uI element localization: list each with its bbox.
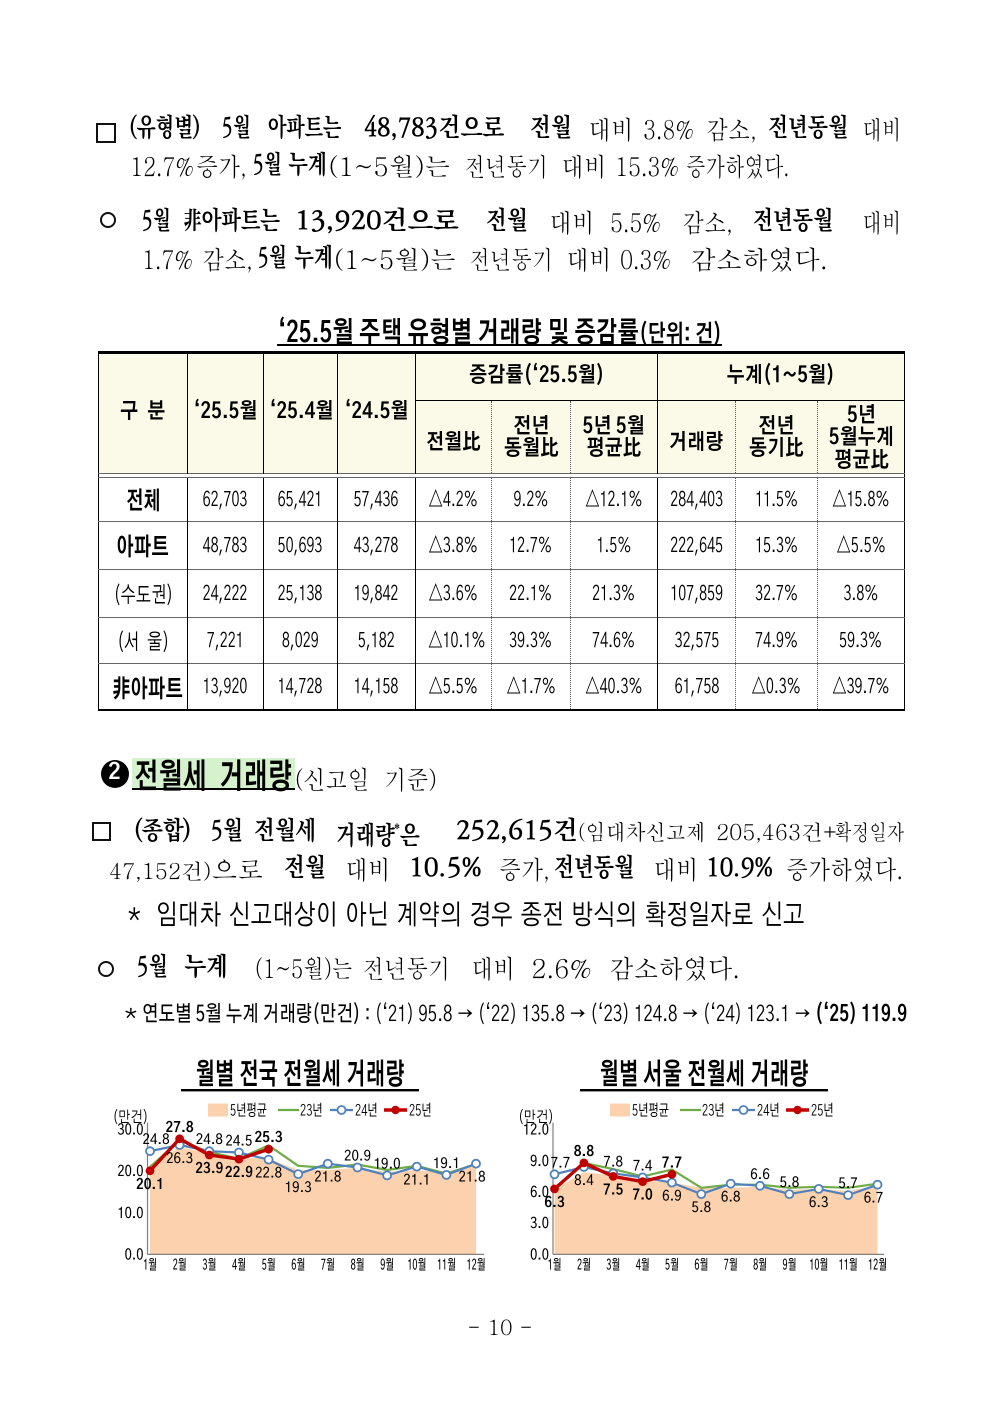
svg-text:4월: 4월 <box>636 1257 650 1273</box>
svg-text:9월: 9월 <box>782 1257 796 1273</box>
svg-text:12월: 12월 <box>868 1257 887 1273</box>
svg-text:0.0: 0.0 <box>530 1248 549 1263</box>
svg-text:9월: 9월 <box>380 1257 394 1273</box>
svg-text:5.7: 5.7 <box>838 1177 858 1191</box>
svg-text:22.9: 22.9 <box>225 1166 253 1180</box>
svg-text:11월: 11월 <box>839 1257 858 1273</box>
svg-text:27.8: 27.8 <box>166 1120 194 1134</box>
svg-text:20.1: 20.1 <box>136 1177 164 1191</box>
svg-text:8.8: 8.8 <box>574 1145 594 1159</box>
svg-text:3.0: 3.0 <box>530 1216 549 1231</box>
svg-text:7월: 7월 <box>321 1257 335 1273</box>
svg-text:7.4: 7.4 <box>633 1159 653 1173</box>
svg-text:25년: 25년 <box>811 1102 834 1119</box>
svg-text:12월: 12월 <box>467 1257 486 1273</box>
svg-text:6월: 6월 <box>291 1257 305 1273</box>
svg-text:(만건): (만건) <box>113 1109 149 1125</box>
svg-text:30.0: 30.0 <box>117 1123 143 1138</box>
svg-text:월별 서울 전월세 거래량: 월별 서울 전월세 거래량 <box>599 1059 808 1091</box>
svg-text:7.5: 7.5 <box>603 1183 623 1197</box>
svg-text:9.0: 9.0 <box>530 1154 549 1169</box>
svg-text:24.8: 24.8 <box>196 1133 223 1147</box>
svg-text:4월: 4월 <box>232 1257 246 1273</box>
svg-text:24년: 24년 <box>757 1102 780 1119</box>
svg-text:5.8: 5.8 <box>780 1176 800 1190</box>
svg-text:5년평균: 5년평균 <box>230 1102 267 1119</box>
svg-text:6.9: 6.9 <box>662 1189 682 1203</box>
svg-text:7.0: 7.0 <box>632 1188 652 1202</box>
svg-text:21.8: 21.8 <box>458 1170 485 1184</box>
svg-text:7월: 7월 <box>724 1257 738 1273</box>
svg-text:3월: 3월 <box>202 1257 216 1273</box>
svg-text:3월: 3월 <box>606 1257 620 1273</box>
svg-text:19.3: 19.3 <box>285 1181 312 1195</box>
svg-text:1월: 1월 <box>143 1257 157 1273</box>
svg-text:5년평균: 5년평균 <box>632 1102 669 1119</box>
svg-text:6.3: 6.3 <box>544 1196 564 1210</box>
svg-text:19.1: 19.1 <box>433 1157 460 1171</box>
svg-text:24.5: 24.5 <box>225 1134 252 1148</box>
svg-text:8.4: 8.4 <box>574 1174 594 1188</box>
svg-text:6.7: 6.7 <box>864 1191 884 1205</box>
svg-text:24년: 24년 <box>355 1102 378 1119</box>
svg-text:10월: 10월 <box>809 1257 828 1273</box>
svg-text:7.7: 7.7 <box>662 1156 682 1170</box>
svg-text:6.8: 6.8 <box>721 1190 741 1204</box>
svg-text:10월: 10월 <box>407 1257 426 1273</box>
svg-text:21.1: 21.1 <box>403 1173 430 1187</box>
svg-text:25.3: 25.3 <box>255 1131 283 1145</box>
svg-text:2월: 2월 <box>173 1257 187 1273</box>
svg-text:6월: 6월 <box>694 1257 708 1273</box>
svg-text:5월: 5월 <box>262 1257 276 1273</box>
svg-text:19.0: 19.0 <box>374 1157 401 1171</box>
svg-text:26.3: 26.3 <box>166 1152 193 1166</box>
svg-text:24.8: 24.8 <box>142 1133 169 1147</box>
svg-text:8월: 8월 <box>753 1257 767 1273</box>
svg-text:월별 전국 전월세 거래량: 월별 전국 전월세 거래량 <box>195 1059 404 1091</box>
svg-text:2월: 2월 <box>577 1257 591 1273</box>
svg-text:1월: 1월 <box>548 1257 562 1273</box>
svg-text:21.8: 21.8 <box>314 1170 341 1184</box>
svg-text:6.3: 6.3 <box>809 1196 829 1210</box>
svg-text:12.0: 12.0 <box>523 1123 549 1138</box>
svg-text:23년: 23년 <box>702 1102 725 1119</box>
svg-text:0.0: 0.0 <box>125 1248 144 1263</box>
svg-text:5월: 5월 <box>665 1257 679 1273</box>
svg-text:(만건): (만건) <box>518 1109 554 1125</box>
svg-text:7.7: 7.7 <box>551 1156 571 1170</box>
svg-text:11월: 11월 <box>437 1257 456 1273</box>
svg-text:20.9: 20.9 <box>344 1149 371 1163</box>
svg-text:7.8: 7.8 <box>603 1155 623 1169</box>
svg-text:10.0: 10.0 <box>117 1206 143 1221</box>
svg-text:5.8: 5.8 <box>692 1201 712 1215</box>
svg-text:22.8: 22.8 <box>255 1166 282 1180</box>
svg-text:6.0: 6.0 <box>530 1185 549 1200</box>
svg-text:25년: 25년 <box>409 1102 432 1119</box>
svg-text:6.6: 6.6 <box>750 1167 770 1181</box>
svg-text:20.0: 20.0 <box>117 1164 143 1179</box>
svg-text:23.9: 23.9 <box>195 1162 223 1176</box>
svg-text:8월: 8월 <box>351 1257 365 1273</box>
svg-text:23년: 23년 <box>300 1102 323 1119</box>
